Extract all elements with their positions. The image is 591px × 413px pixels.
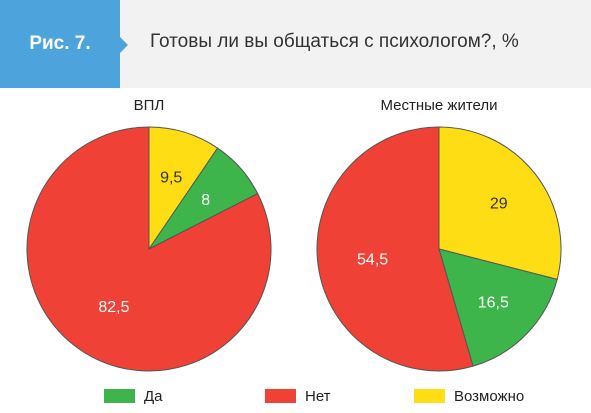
pie-title-local: Местные жители [380,97,497,114]
figure-badge [0,0,120,88]
legend-swatch-no [265,389,296,403]
figure-number: Рис. 7. [29,33,91,54]
pie-label-vpl-maybe: 9,5 [160,170,182,187]
pie-label-local-yes: 16,5 [478,295,509,312]
legend: Да Нет Возможно [0,384,591,408]
chart-title: Готовы ли вы общаться с психологом?, % [150,31,519,52]
legend-label-no: Нет [305,387,331,405]
pie-slice-local-yes [438,248,558,367]
pie-chart-local: Местные жители 29 16,5 54,5 [316,97,562,372]
pie-label-vpl-yes: 8 [201,192,210,209]
pie-charts: ВПЛ 9,5 8 82,5 Местные жители 29 16,5 54,5 [26,97,562,372]
figure-header: Рис. 7. Готовы ли вы общаться с психолог… [0,0,591,88]
pie-label-vpl-no: 82,5 [98,299,129,316]
legend-item-yes: Да [104,384,163,408]
badge-arrow [119,36,128,54]
pie-slice-local-no [316,126,474,372]
pie-label-local-maybe: 29 [490,196,508,213]
pie-chart-vpl: ВПЛ 9,5 8 82,5 [26,97,272,372]
pie-title-vpl: ВПЛ [134,97,165,114]
legend-item-maybe: Возможно [414,384,524,408]
legend-label-maybe: Возможно [454,387,525,405]
legend-swatch-yes [104,389,135,403]
pie-label-local-no: 54,5 [357,252,388,269]
legend-label-yes: Да [144,387,163,405]
pie-slice-vpl-no [26,126,272,372]
legend-swatch-maybe [414,389,445,403]
legend-item-no: Нет [265,384,331,408]
pie-slice-local-maybe [438,126,562,280]
